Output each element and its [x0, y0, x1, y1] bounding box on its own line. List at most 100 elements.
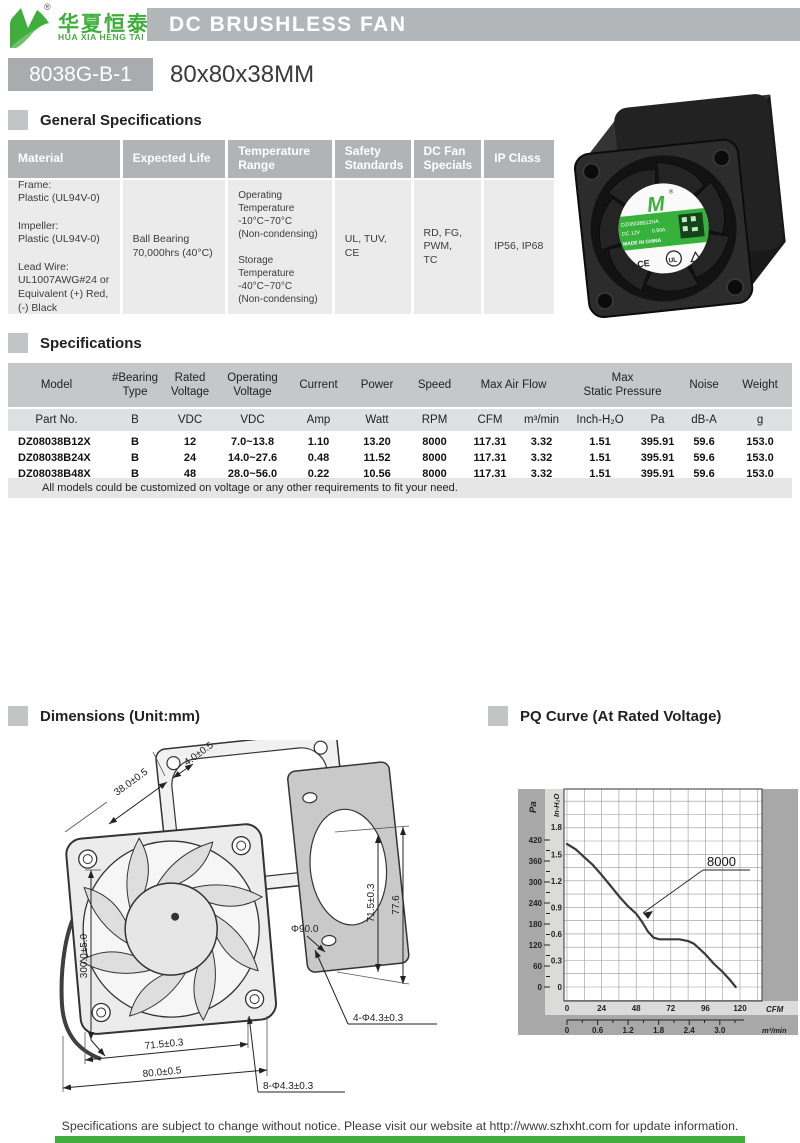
svg-text:0: 0	[538, 983, 543, 992]
spec-note: All models could be customized on voltag…	[8, 478, 792, 498]
cell: 117.31	[473, 436, 507, 448]
gen-col-specials: DC Fan Specials RD, FG, PWM, TC	[413, 140, 482, 314]
svg-text:0: 0	[565, 1004, 570, 1013]
svg-text:120: 120	[529, 941, 543, 950]
gen-header: Temperature Range	[228, 140, 332, 178]
fan-label-model: DZ08038B12HA	[621, 219, 660, 229]
cell: 3.32	[530, 452, 553, 464]
fan-label-logo: M	[646, 192, 666, 217]
fan-size-text: 80x80x38MM	[170, 61, 315, 88]
gen-header: Expected Life	[122, 140, 226, 178]
gen-cell: Operating Temperature -10°C~70°C (Non-co…	[228, 180, 332, 314]
gasket	[287, 761, 410, 973]
cell: B	[131, 452, 139, 464]
svg-text:360: 360	[529, 857, 543, 866]
svg-text:300: 300	[529, 878, 543, 887]
brand-logo-icon	[10, 8, 49, 48]
dim-hole-pitch-right: 71.5±0.3	[366, 883, 377, 922]
fan-label-origin: MADE IN CHINA	[623, 238, 662, 248]
rpm-annotation: 8000	[707, 854, 736, 869]
dim-width: 80.0±0.5	[142, 1065, 182, 1080]
cell: 117.31	[473, 452, 507, 464]
cell: 28.0~56.0	[227, 468, 278, 480]
gen-cell: UL, TUV, CE	[334, 180, 411, 314]
spec-header-row-1: Model #Bearing Type Rated Voltage Operat…	[8, 363, 793, 409]
unit-cfm: CFM	[462, 408, 518, 434]
ul-mark: UL	[668, 257, 677, 265]
svg-text:1.2: 1.2	[623, 1026, 635, 1035]
cell: 59.6	[693, 452, 715, 464]
dimensions-drawing: 38.0±0.5 4.0±0.5 300.0±5.0 71.5±0.3 80.0…	[59, 740, 437, 1093]
gen-col-safety: Safety Standards UL, TUV, CE	[334, 140, 411, 314]
svg-text:1.8: 1.8	[653, 1026, 665, 1035]
section-bullet	[8, 706, 28, 726]
section-general: General Specifications	[8, 110, 202, 130]
cell: 14.0~27.6	[227, 452, 278, 464]
section-pq: PQ Curve (At Rated Voltage)	[488, 706, 721, 726]
general-spec-table: Material Frame: Plastic (UL94V-0) Impell…	[8, 140, 554, 314]
fan-product-photo: DZ08038B12HA DC 12V 0.90A MADE IN CHINA …	[574, 94, 786, 318]
section-bullet	[8, 110, 28, 130]
gen-cell: IP56, IP68	[484, 180, 554, 314]
spec-row: DZ08038B12X B 12 7.0~13.8 1.10 13.20 800…	[8, 433, 792, 451]
cell: 10.56	[363, 468, 391, 480]
section-title: Dimensions (Unit:mm)	[40, 707, 201, 725]
cell: 1.51	[589, 452, 611, 464]
unit-vdc1: VDC	[165, 408, 215, 434]
unit-bearing: B	[105, 408, 165, 434]
gen-cell: Frame: Plastic (UL94V-0) Impeller: Plast…	[8, 179, 120, 314]
cell: B	[131, 436, 139, 448]
cell: 8000	[422, 436, 447, 448]
cell-partno: DZ08038B48X	[18, 468, 91, 480]
svg-text:1.8: 1.8	[551, 823, 563, 832]
cell: 153.0	[746, 468, 774, 480]
cell: 8000	[422, 452, 447, 464]
fan-label-reg: ®	[669, 188, 675, 195]
fan-label-voltage: DC 12V	[622, 230, 641, 238]
cell: 117.31	[473, 468, 507, 480]
cell: 1.10	[307, 436, 330, 448]
spec-row: DZ08038B48X B 48 28.0~56.0 0.22 10.56 80…	[8, 466, 792, 482]
unit-inch-h2o: Inch-H₂O	[565, 408, 636, 434]
gen-col-ip: IP Class IP56, IP68	[484, 140, 554, 314]
cell: 153.0	[746, 452, 774, 464]
gen-header: Material	[8, 140, 120, 178]
gen-header: Safety Standards	[334, 140, 411, 178]
svg-text:240: 240	[529, 899, 543, 908]
gen-col-material: Material Frame: Plastic (UL94V-0) Impell…	[8, 140, 120, 314]
cell: 3.32	[530, 436, 553, 448]
section-bullet	[8, 333, 28, 353]
cell-partno: DZ08038B24X	[18, 452, 91, 464]
page-title-banner: DC BRUSHLESS FAN	[147, 8, 800, 41]
section-title: Specifications	[40, 334, 142, 352]
brand-name-en: HUA XIA HENG TAI	[58, 32, 145, 42]
chart-grid	[564, 789, 762, 1001]
gen-col-temperature: Temperature Range Operating Temperature …	[228, 140, 332, 314]
col-operating: Operating Voltage	[215, 363, 290, 409]
x-axis-label-m3min: m³/min	[762, 1026, 787, 1035]
cell: 3.32	[530, 468, 553, 480]
cell: 24	[183, 452, 197, 464]
col-noise: Noise	[680, 363, 729, 409]
unit-amp: Amp	[290, 408, 347, 434]
gen-col-life: Expected Life Ball Bearing 70,000hrs (40…	[122, 140, 226, 314]
cell: 395.91	[640, 468, 675, 480]
svg-text:180: 180	[529, 920, 543, 929]
svg-text:0: 0	[565, 1026, 570, 1035]
section-specs: Specifications	[8, 333, 142, 353]
pa-tick-labels: 0 60 120 180 240 300 360 420	[529, 836, 543, 992]
brand-name-cn: 华夏恒泰	[58, 13, 150, 36]
svg-text:0.3: 0.3	[551, 957, 563, 966]
unit-dba: dB-A	[680, 408, 729, 434]
pq-curve-line	[565, 842, 737, 989]
cfm-tick-labels: 0 24 48 72 96 120	[565, 1004, 747, 1013]
unit-pa: Pa	[635, 408, 681, 434]
section-title: General Specifications	[40, 111, 202, 129]
footer-note: Specifications are subject to change wit…	[61, 1119, 739, 1133]
col-rated: Rated Voltage	[165, 363, 215, 409]
cell: 59.6	[693, 468, 715, 480]
dim-gasket-circle: Φ90.0	[291, 924, 319, 935]
cell: 395.91	[640, 436, 675, 448]
spec-row: DZ08038B24X B 24 14.0~27.6 0.48 11.52 80…	[8, 450, 792, 466]
dim-gasket-height: 77.6	[391, 895, 402, 915]
